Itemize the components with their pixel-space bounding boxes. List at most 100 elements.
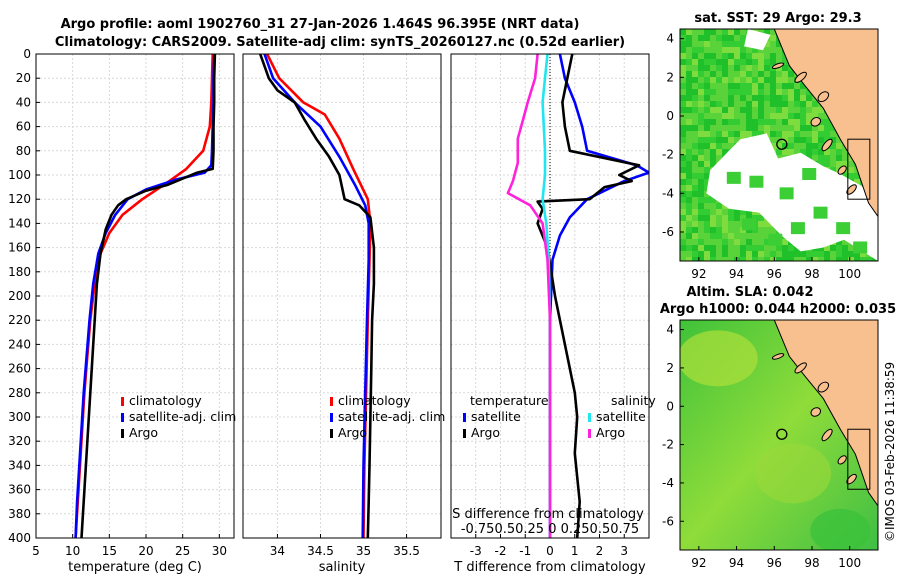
sst-cell xyxy=(728,233,734,239)
sst-cell xyxy=(686,155,692,161)
sst-cell xyxy=(680,131,686,137)
sst-cell xyxy=(680,119,686,125)
sst-cell xyxy=(722,215,728,221)
sst-cell xyxy=(686,71,692,77)
sst-cell xyxy=(710,107,716,113)
sst-cell xyxy=(776,143,782,149)
sst-cell xyxy=(722,41,728,47)
sst-cell xyxy=(686,257,692,261)
sst-cell xyxy=(734,41,740,47)
sst-cell xyxy=(698,245,704,251)
legend-swatch-argo xyxy=(121,429,124,438)
sst-cell xyxy=(788,83,794,89)
region-box xyxy=(847,428,871,490)
sst-cell xyxy=(734,107,740,113)
salinity-panel: 34 34.5 35 35.5 xyxy=(242,53,442,558)
plot-frame xyxy=(450,53,650,539)
sst-cell xyxy=(746,71,752,77)
x-tick-label: 0 xyxy=(546,544,554,558)
sst-cell xyxy=(854,251,860,257)
sst-cell xyxy=(692,95,698,101)
sst-cell xyxy=(698,59,704,65)
sst-cell xyxy=(680,65,686,71)
sst-cell xyxy=(860,251,866,257)
x-tick-label: -3 xyxy=(470,544,482,558)
sst-cell xyxy=(776,257,782,261)
sst-cell xyxy=(704,155,710,161)
legend-t-argo: Argo xyxy=(471,425,500,440)
sst-cell xyxy=(722,257,728,261)
sst-cell xyxy=(818,119,824,125)
sst-cell xyxy=(782,143,788,149)
sst-cell xyxy=(788,107,794,113)
sst-cell xyxy=(830,125,836,131)
sst-cell xyxy=(764,95,770,101)
sst-cell xyxy=(692,113,698,119)
sst-cell xyxy=(686,101,692,107)
island xyxy=(771,353,785,360)
lon-tick-label: 92 xyxy=(691,267,706,281)
sst-cell xyxy=(848,167,854,173)
sst-cell xyxy=(836,155,842,161)
sst-cell xyxy=(704,203,710,209)
sst-cell xyxy=(764,59,770,65)
difference-xlabel: T difference from climatology xyxy=(453,560,646,575)
sst-cell xyxy=(686,143,692,149)
island xyxy=(810,407,822,417)
sst-cell xyxy=(698,113,704,119)
sst-cell xyxy=(770,251,776,257)
sst-cell xyxy=(728,41,734,47)
sst-cell xyxy=(716,251,722,257)
sst-cell xyxy=(776,47,782,53)
y-tick-label: 200 xyxy=(8,289,31,303)
sst-cell xyxy=(752,83,758,89)
sst-cell xyxy=(764,89,770,95)
sst-cell xyxy=(698,185,704,191)
sst-cell xyxy=(686,149,692,155)
sst-cell xyxy=(716,221,722,227)
sst-cell xyxy=(812,113,818,119)
sst-cell xyxy=(692,131,698,137)
sst-cell xyxy=(680,47,686,53)
sst-cell xyxy=(710,65,716,71)
sst-cell xyxy=(680,239,686,245)
sst-cell xyxy=(842,149,848,155)
sst-cell xyxy=(818,149,824,155)
sst-cell xyxy=(686,161,692,167)
y-tick-label: 400 xyxy=(8,531,31,545)
sst-cell xyxy=(740,131,746,137)
sst-cell xyxy=(710,155,716,161)
sst-cell xyxy=(824,257,830,261)
sst-cell xyxy=(788,143,794,149)
sst-cell xyxy=(776,77,782,83)
sst-cell xyxy=(830,167,836,173)
sst-cell xyxy=(842,239,848,245)
sst-cell xyxy=(806,107,812,113)
sst-cell xyxy=(716,143,722,149)
sst-cell xyxy=(794,143,800,149)
sst-cell xyxy=(686,137,692,143)
y-tick-label: 40 xyxy=(16,95,31,109)
sst-cell xyxy=(680,179,686,185)
sst-cell xyxy=(776,107,782,113)
y-tick-label: 300 xyxy=(8,410,31,424)
sst-cell xyxy=(710,35,716,41)
sst-cell xyxy=(812,101,818,107)
sst-cell xyxy=(734,119,740,125)
sst-cell xyxy=(710,215,716,221)
sst-cell xyxy=(740,245,746,251)
sst-cell xyxy=(788,149,794,155)
sst-cell xyxy=(764,245,770,251)
sst-cell xyxy=(692,77,698,83)
sst-cell xyxy=(740,251,746,257)
lon-tick-label: 94 xyxy=(729,556,744,570)
sst-cell xyxy=(746,245,752,251)
sst-cell xyxy=(752,77,758,83)
sst-cell xyxy=(722,131,728,137)
sst-cell xyxy=(770,101,776,107)
salinity-xlabel: salinity xyxy=(319,560,366,575)
y-tick-label: 360 xyxy=(8,483,31,497)
x-tick-label: 10 xyxy=(65,544,80,558)
sst-cell xyxy=(764,71,770,77)
lat-tick-label: -6 xyxy=(662,225,674,239)
